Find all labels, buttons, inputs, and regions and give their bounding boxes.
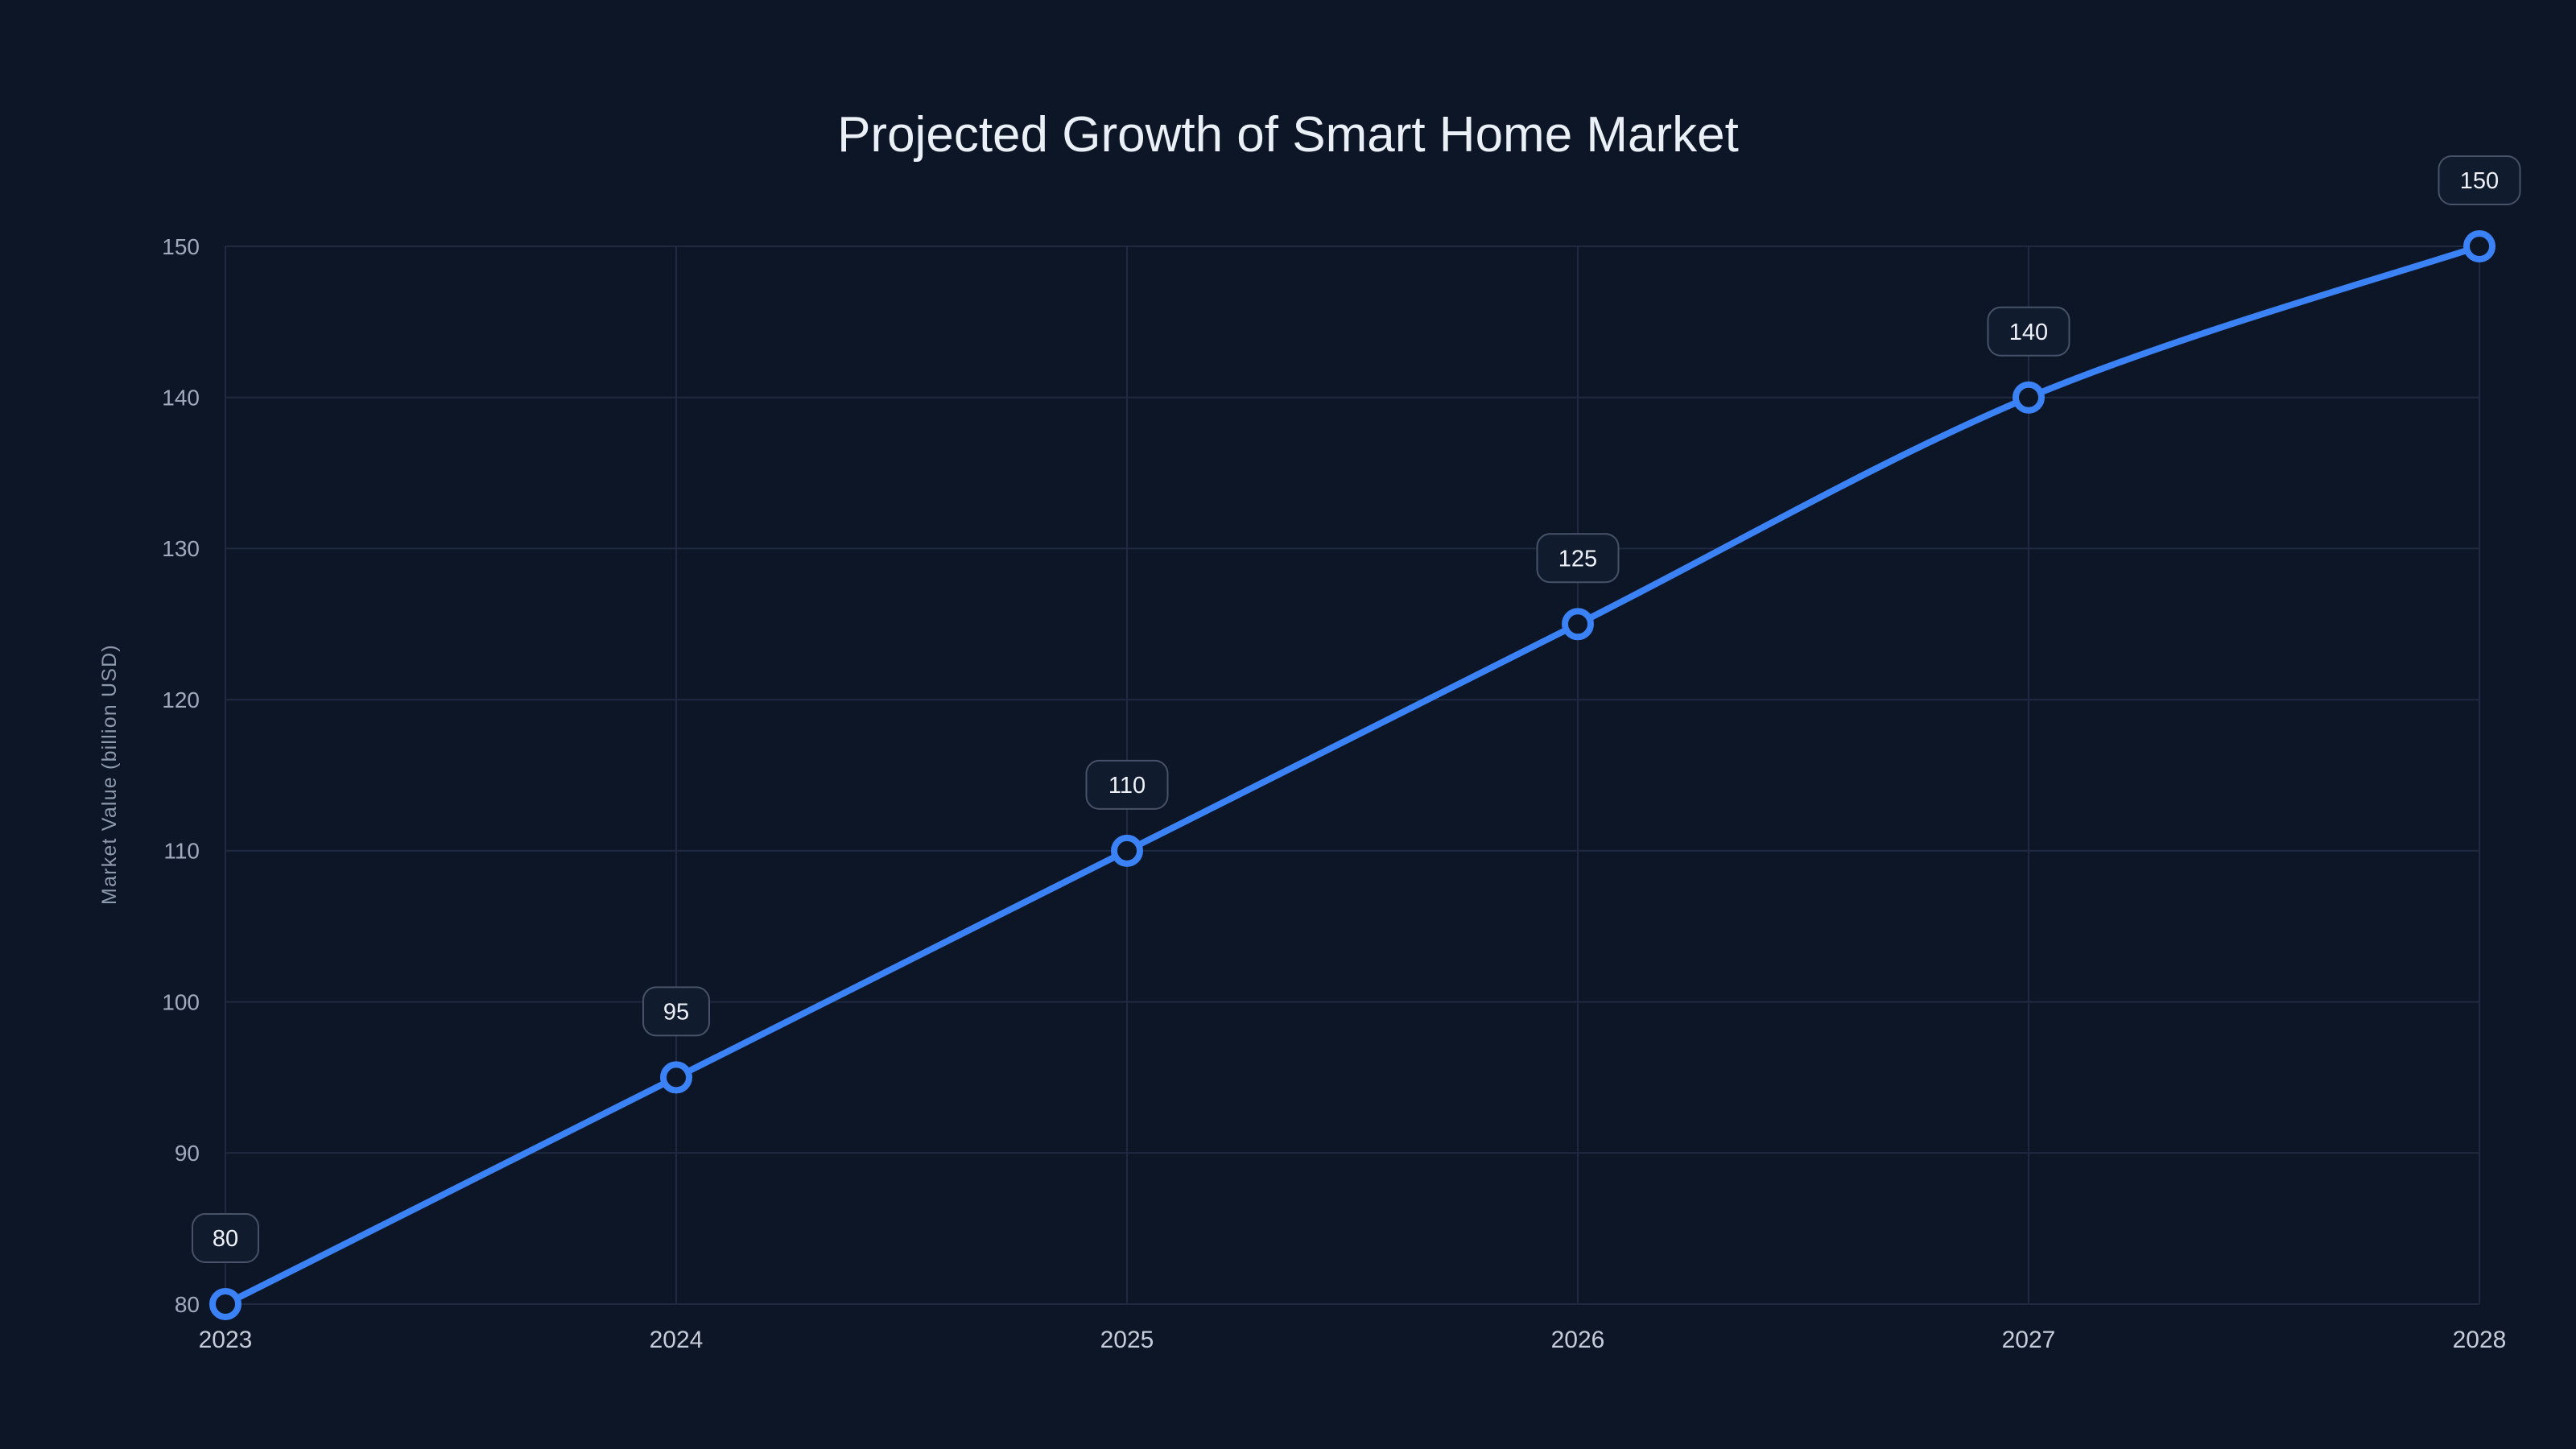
x-tick-label: 2028: [2453, 1327, 2507, 1353]
data-point-2027[interactable]: [2013, 381, 2045, 414]
data-label-text: 125: [1558, 546, 1597, 572]
data-point-2025[interactable]: [1111, 834, 1143, 867]
y-tick-label: 140: [162, 386, 200, 411]
data-point-2026[interactable]: [1562, 608, 1594, 641]
y-tick-label: 110: [163, 839, 200, 864]
axes-layer: 80 90 100 110 120 130 140 150 2023 2024 2025 2026 20…: [162, 234, 2506, 1353]
data-label-text: 140: [2009, 320, 2048, 345]
y-tick-label: 120: [162, 687, 200, 712]
x-tick-label: 2025: [1100, 1327, 1154, 1353]
data-label-layer: 80 95 110 125 140 150: [192, 155, 2521, 1263]
data-point-2028[interactable]: [2463, 230, 2496, 262]
data-label-badge: [192, 1213, 259, 1263]
data-label-text: 80: [213, 1226, 238, 1252]
data-point-2024[interactable]: [660, 1061, 692, 1094]
data-label-badge: [2438, 155, 2521, 205]
data-label-badge: [1536, 533, 1620, 584]
data-label-text: 95: [663, 1000, 689, 1026]
y-tick-label: 150: [162, 234, 200, 259]
data-label-badge: [1085, 759, 1169, 810]
y-tick-label: 80: [175, 1292, 200, 1317]
y-axis-label: Market Value (billion USD): [98, 644, 121, 905]
x-tick-label: 2027: [2002, 1327, 2056, 1353]
series-layer: [209, 230, 2496, 1320]
grid-layer: [225, 246, 2480, 1305]
y-tick-label: 100: [162, 989, 200, 1014]
x-tick-label: 2026: [1551, 1327, 1605, 1353]
data-label-badge: [642, 986, 710, 1037]
x-tick-label: 2023: [199, 1327, 253, 1353]
y-tick-label: 130: [162, 536, 200, 561]
data-label-text: 110: [1108, 773, 1146, 799]
x-tick-label: 2024: [650, 1327, 704, 1353]
data-label-badge: [1987, 306, 2070, 357]
y-tick-label: 90: [175, 1141, 200, 1166]
chart-title: Projected Growth of Smart Home Market: [837, 107, 1739, 163]
series-line: [222, 243, 2483, 1307]
data-label-text: 150: [2460, 168, 2499, 194]
data-point-2023[interactable]: [209, 1288, 242, 1320]
